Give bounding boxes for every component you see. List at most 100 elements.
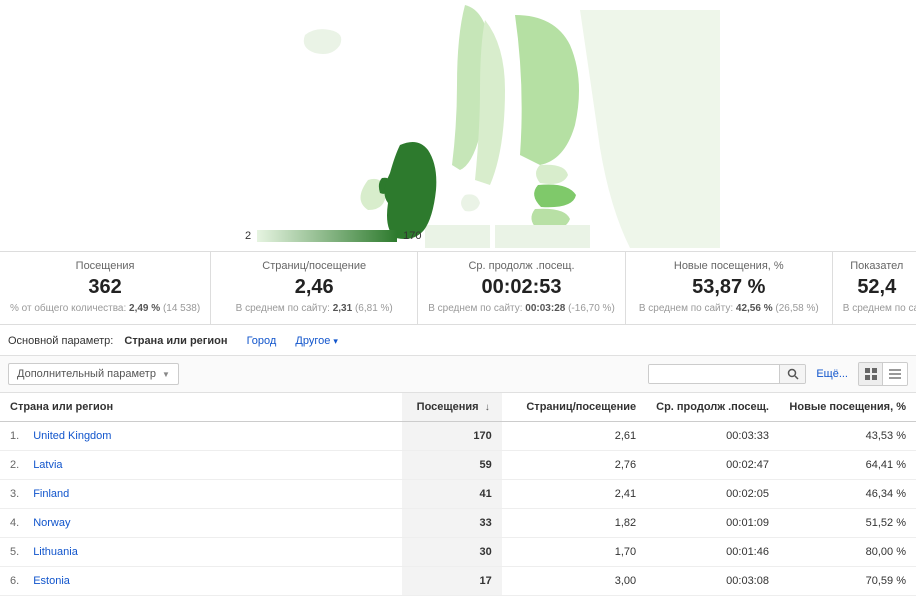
cell-pages: 3,00: [502, 567, 646, 596]
chevron-down-icon: ▾: [333, 336, 338, 346]
metric-card[interactable]: Новые посещения, %53,87 %В среднем по са…: [626, 252, 833, 324]
view-toggle: [858, 362, 908, 386]
col-pages[interactable]: Страниц/посещение: [502, 393, 646, 422]
cell-new: 64,41 %: [779, 451, 916, 480]
cell-duration: 00:01:46: [646, 538, 779, 567]
metric-sub: В среднем по сайту: 00:03:28 (-16,70 %): [428, 303, 615, 314]
metric-value: 2,46: [221, 276, 407, 299]
europe-map[interactable]: [300, 0, 720, 248]
shape-latvia: [534, 184, 576, 207]
col-new[interactable]: Новые посещения, %: [779, 393, 916, 422]
cell-visits: 41: [402, 480, 502, 509]
metric-sub: % от общего количества: 2,49 % (14 538): [10, 303, 200, 314]
metric-label: Ср. продолж .посещ.: [428, 260, 615, 272]
sort-down-icon: ↓: [485, 402, 490, 413]
shape-russia: [580, 10, 720, 248]
table-header-row: Страна или регион Посещения ↓ Страниц/по…: [0, 393, 916, 422]
cell-country: Estonia: [23, 567, 402, 596]
row-index: 5.: [0, 538, 23, 567]
shape-estonia: [536, 165, 568, 184]
table-row: 4.Norway331,8200:01:0951,52 %: [0, 509, 916, 538]
cell-new: 70,59 %: [779, 567, 916, 596]
cell-new: 80,00 %: [779, 538, 916, 567]
metric-sub: В среднем по сайту: 42,56 % (26,58 %): [636, 303, 822, 314]
more-link[interactable]: Ещё...: [816, 368, 848, 380]
table-controls: Дополнительный параметр ▼ Ещё...: [0, 355, 916, 393]
table-row: 5. Lithuania 301,7000:01:4680,00 %: [0, 538, 916, 567]
metric-sub: В среднем по сайту: 2,31 (6,81 %): [221, 303, 407, 314]
map-legend: 2 170: [245, 230, 421, 242]
cell-duration: 00:03:33: [646, 422, 779, 451]
metric-value: 362: [10, 276, 200, 299]
col-duration[interactable]: Ср. продолж .посещ.: [646, 393, 779, 422]
row-index: 6.: [0, 567, 23, 596]
country-link[interactable]: United Kingdom: [33, 430, 111, 442]
search-input[interactable]: [649, 365, 779, 383]
cell-duration: 00:02:47: [646, 451, 779, 480]
cell-duration: 00:03:08: [646, 567, 779, 596]
cell-new: 43,53 %: [779, 422, 916, 451]
secondary-dimension-button[interactable]: Дополнительный параметр ▼: [8, 363, 179, 385]
cell-pages: 1,82: [502, 509, 646, 538]
cell-pages: 1,70: [502, 538, 646, 567]
cell-country: United Kingdom: [23, 422, 402, 451]
country-link[interactable]: Finland: [33, 488, 69, 500]
table-row: 3.Finland412,4100:02:0546,34 %: [0, 480, 916, 509]
chevron-down-icon: ▼: [162, 370, 170, 379]
metric-card[interactable]: Показател 52,4 В среднем по сайту: [833, 252, 916, 324]
metric-card[interactable]: Страниц/посещение2,46В среднем по сайту:…: [211, 252, 418, 324]
cell-country: Norway: [23, 509, 402, 538]
primary-dimension-label: Основной параметр:: [8, 335, 113, 347]
shape-eastern-block: [495, 225, 590, 248]
dimension-tab-active[interactable]: Страна или регион: [124, 335, 227, 347]
country-link[interactable]: Estonia: [33, 575, 70, 587]
table-search: [648, 364, 806, 384]
dimension-tab-other[interactable]: Другое ▾: [295, 335, 338, 347]
country-link[interactable]: Norway: [33, 517, 70, 529]
legend-min: 2: [245, 230, 251, 242]
metric-sub: В среднем по сайту: [843, 303, 911, 314]
metric-value: 53,87 %: [636, 276, 822, 299]
geo-map-panel: 2 170: [0, 0, 916, 252]
shape-central-block: [425, 225, 490, 248]
shape-finland: [515, 15, 579, 165]
grid-icon: [865, 368, 877, 380]
table-row: 2. Latvia 592,7600:02:4764,41 %: [0, 451, 916, 480]
primary-dimension-row: Основной параметр: Страна или регион Гор…: [0, 325, 916, 355]
data-table: Страна или регион Посещения ↓ Страниц/по…: [0, 393, 916, 596]
cell-duration: 00:01:09: [646, 509, 779, 538]
metric-card[interactable]: Ср. продолж .посещ.00:02:53В среднем по …: [418, 252, 626, 324]
search-button[interactable]: [779, 365, 805, 383]
legend-max: 170: [403, 230, 421, 242]
view-alt-button[interactable]: [883, 363, 907, 385]
shape-uk: [384, 142, 436, 239]
cell-new: 46,34 %: [779, 480, 916, 509]
row-index: 2.: [0, 451, 23, 480]
row-index: 4.: [0, 509, 23, 538]
list-icon: [889, 368, 901, 380]
metrics-scorecard: Посещения362% от общего количества: 2,49…: [0, 252, 916, 325]
dimension-tab-city[interactable]: Город: [247, 335, 277, 347]
row-index: 3.: [0, 480, 23, 509]
cell-visits: 33: [402, 509, 502, 538]
metric-card[interactable]: Посещения362% от общего количества: 2,49…: [0, 252, 211, 324]
cell-country: Latvia: [23, 451, 402, 480]
metric-label: Показател: [843, 260, 911, 272]
country-link[interactable]: Lithuania: [33, 546, 78, 558]
view-table-button[interactable]: [859, 363, 883, 385]
cell-country: Lithuania: [23, 538, 402, 567]
cell-pages: 2,76: [502, 451, 646, 480]
shape-denmark: [461, 194, 480, 211]
col-visits[interactable]: Посещения ↓: [402, 393, 502, 422]
cell-pages: 2,61: [502, 422, 646, 451]
shape-iceland: [304, 29, 342, 54]
table-row: 6.Estonia173,0000:03:0870,59 %: [0, 567, 916, 596]
col-country[interactable]: Страна или регион: [0, 393, 402, 422]
row-index: 1.: [0, 422, 23, 451]
cell-visits: 30: [402, 538, 502, 567]
metric-value: 52,4: [843, 276, 911, 299]
cell-visits: 59: [402, 451, 502, 480]
table-row: 1.United Kingdom1702,6100:03:3343,53 %: [0, 422, 916, 451]
cell-country: Finland: [23, 480, 402, 509]
country-link[interactable]: Latvia: [33, 459, 62, 471]
